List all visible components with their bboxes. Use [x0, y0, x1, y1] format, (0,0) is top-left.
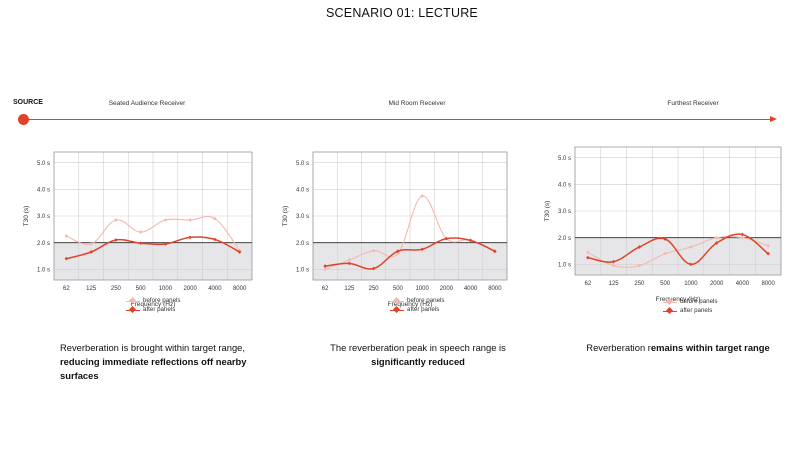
data-point-after — [213, 237, 217, 242]
x-tick-label: 4000 — [208, 286, 222, 292]
source-axis-line — [24, 119, 772, 121]
source-dot-icon — [18, 114, 29, 125]
legend-before-label: before panels — [143, 297, 181, 304]
y-tick-label: 1.0 s — [296, 268, 309, 274]
series-line-after — [66, 236, 240, 260]
x-tick-label: 500 — [660, 281, 671, 287]
plot-frame — [53, 151, 253, 281]
caption-seated-bold: reducing immediate reflections off nearb… — [60, 356, 247, 381]
data-point-after — [89, 250, 93, 254]
x-tick-label: 4000 — [464, 286, 478, 292]
y-tick-label: 3.0 s — [296, 214, 309, 220]
y-axis-label: T30 (s) — [23, 206, 30, 227]
x-tick-label: 500 — [393, 286, 404, 292]
data-point-after — [740, 232, 745, 237]
series-line-before — [587, 235, 769, 268]
x-axis-label: Frequency (Hz) — [388, 301, 433, 308]
data-point-after — [138, 241, 143, 246]
arrow-right-icon — [770, 116, 777, 122]
y-tick-label: 1.0 s — [37, 268, 50, 274]
data-point-before — [138, 230, 143, 234]
caption-seated-text: Reverberation is brought within target r… — [60, 342, 246, 353]
y-tick-label: 5.0 s — [37, 161, 50, 167]
x-tick-label: 8000 — [761, 281, 775, 287]
x-tick-label: 8000 — [488, 286, 502, 292]
receiver-label-seated: Seated Audience Receiver — [108, 100, 186, 107]
legend-2: before panels after panels — [390, 296, 445, 314]
x-tick-label: 500 — [136, 286, 147, 292]
y-tick-label: 5.0 s — [558, 156, 571, 162]
chart-mid-room: 1.0 s 2.0 s 3.0 s 4.0 s 5.0 s 62 125 250 500 1000… — [282, 151, 508, 308]
x-tick-label: 8000 — [233, 286, 247, 292]
plot-frame — [312, 151, 508, 281]
caption-mid-bold: significantly reduced — [371, 356, 465, 367]
caption-mid-text: The reverberation peak in speech range i… — [330, 342, 506, 353]
caption-furthest: Reverberation remains within target rang… — [568, 341, 788, 355]
x-tick-label: 62 — [63, 286, 70, 292]
series-line-before — [66, 215, 241, 252]
y-tick-label: 3.0 s — [37, 214, 50, 220]
caption-seated: Reverberation is brought within target r… — [60, 341, 260, 383]
y-tick-label: 4.0 s — [296, 188, 309, 194]
caption-furthest-text: Reverberation r — [586, 342, 651, 353]
page-title: SCENARIO 01: LECTURE — [326, 6, 478, 20]
data-point-before — [64, 234, 69, 238]
data-point-after — [493, 249, 497, 254]
x-tick-label: 1000 — [415, 286, 429, 292]
data-point-after — [163, 242, 168, 246]
x-tick-label: 125 — [86, 286, 97, 292]
x-tick-label: 250 — [369, 286, 380, 292]
x-tick-label: 2000 — [183, 286, 197, 292]
x-axis-label: Frequency (Hz) — [656, 296, 701, 303]
x-tick-label: 250 — [634, 281, 645, 287]
caption-mid: The reverberation peak in speech range i… — [308, 341, 528, 369]
x-tick-label: 125 — [609, 281, 620, 287]
y-tick-label: 4.0 s — [558, 183, 571, 189]
y-tick-label: 5.0 s — [296, 161, 309, 167]
plot-frame — [574, 146, 782, 276]
data-point-after — [114, 238, 118, 242]
data-point-after — [188, 235, 192, 240]
data-point-before — [114, 218, 118, 222]
source-label: SOURCE — [13, 99, 43, 106]
series-line-after — [325, 237, 496, 270]
legend-after-label: after panels — [407, 306, 440, 313]
legend-before-label: before panels — [680, 298, 718, 305]
x-tick-label: 2000 — [440, 286, 454, 292]
data-point-after — [237, 250, 242, 254]
data-point-after — [396, 249, 400, 254]
legend-3: before panels after panels — [663, 297, 718, 315]
y-tick-label: 4.0 s — [37, 188, 50, 194]
data-point-before — [163, 218, 168, 222]
x-tick-label: 62 — [585, 281, 592, 287]
y-tick-label: 1.0 s — [558, 263, 571, 269]
x-tick-label: 125 — [344, 286, 355, 292]
data-point-before — [89, 242, 93, 246]
x-tick-label: 4000 — [736, 281, 750, 287]
y-tick-label: 2.0 s — [558, 236, 571, 242]
x-tick-label: 250 — [111, 286, 122, 292]
chart-seated-audience: 1.0 s 2.0 s 3.0 s 4.0 s 5.0 s 62 125 250 500 1000… — [23, 151, 253, 308]
legend-after-label: after panels — [680, 307, 713, 314]
receiver-label-furthest: Furthest Receiver — [667, 100, 719, 107]
data-point-after — [64, 256, 69, 261]
chart-furthest: 1.0 s 2.0 s 3.0 s 4.0 s 5.0 s 62 125 250 500 1000… — [544, 146, 782, 303]
legend-1: before panels after panels — [126, 296, 181, 314]
y-axis-label: T30 (s) — [544, 201, 551, 222]
x-tick-label: 1000 — [159, 286, 173, 292]
x-tick-label: 1000 — [684, 281, 698, 287]
y-axis-label: T30 (s) — [282, 206, 289, 227]
legend-after-label: after panels — [143, 306, 176, 313]
caption-furthest-bold: emains within target range — [650, 342, 770, 353]
x-axis-label: Frequency (Hz) — [131, 301, 176, 308]
x-tick-label: 62 — [322, 286, 329, 292]
y-tick-label: 2.0 s — [37, 241, 50, 247]
data-point-before — [188, 218, 192, 222]
legend-before-label: before panels — [407, 297, 445, 304]
series-line-after — [587, 233, 769, 266]
y-tick-label: 3.0 s — [558, 209, 571, 215]
x-tick-label: 2000 — [710, 281, 724, 287]
receiver-label-mid: Mid Room Receiver — [388, 100, 446, 107]
y-tick-label: 2.0 s — [296, 241, 309, 247]
